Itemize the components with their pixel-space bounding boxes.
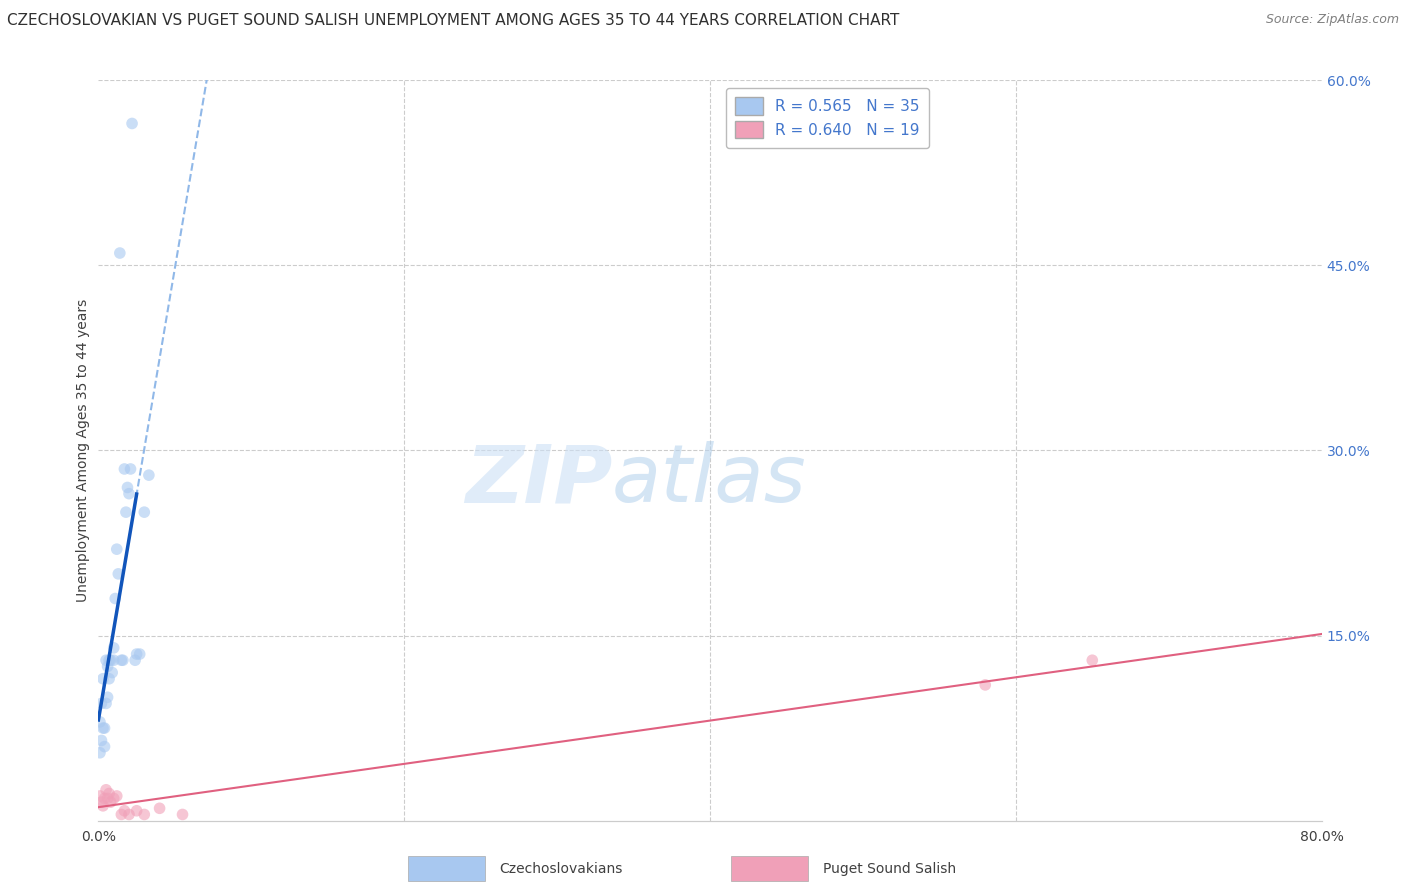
Point — [104, 591, 127, 606]
Point — [89, 789, 111, 803]
Point — [94, 697, 117, 711]
Point — [1081, 653, 1104, 667]
Point — [105, 789, 128, 803]
Point — [103, 653, 125, 667]
Point — [138, 468, 160, 483]
Point — [105, 542, 128, 557]
Point — [118, 807, 141, 822]
Point — [90, 697, 112, 711]
Point — [974, 678, 997, 692]
Point — [115, 505, 138, 519]
Point — [107, 566, 129, 581]
Point — [125, 804, 148, 818]
Point — [172, 807, 194, 822]
Point — [108, 246, 131, 260]
Point — [90, 795, 112, 809]
Point — [98, 787, 121, 801]
Point — [97, 659, 120, 673]
Point — [112, 462, 135, 476]
Point — [91, 721, 114, 735]
Point — [120, 462, 142, 476]
Point — [121, 116, 143, 130]
Point — [93, 721, 115, 735]
Point — [110, 807, 132, 822]
Point — [100, 653, 122, 667]
Text: Source: ZipAtlas.com: Source: ZipAtlas.com — [1265, 13, 1399, 27]
Point — [91, 798, 114, 813]
Point — [90, 733, 112, 747]
Point — [94, 782, 117, 797]
Point — [97, 791, 120, 805]
Point — [112, 804, 135, 818]
Point — [103, 640, 125, 655]
Point — [149, 801, 172, 815]
Point — [101, 665, 124, 680]
Point — [124, 653, 146, 667]
Text: CZECHOSLOVAKIAN VS PUGET SOUND SALISH UNEMPLOYMENT AMONG AGES 35 TO 44 YEARS COR: CZECHOSLOVAKIAN VS PUGET SOUND SALISH UN… — [7, 13, 900, 29]
Point — [100, 795, 122, 809]
Point — [118, 486, 141, 500]
Point — [134, 505, 156, 519]
Text: ZIP: ZIP — [465, 441, 612, 519]
Text: atlas: atlas — [612, 441, 807, 519]
Point — [98, 672, 121, 686]
Point — [110, 653, 132, 667]
Legend: R = 0.565   N = 35, R = 0.640   N = 19: R = 0.565 N = 35, R = 0.640 N = 19 — [725, 88, 929, 148]
Point — [94, 653, 117, 667]
Text: Czechoslovakians: Czechoslovakians — [499, 862, 623, 876]
Point — [97, 690, 120, 705]
Point — [89, 714, 111, 729]
Point — [89, 746, 111, 760]
Point — [93, 791, 115, 805]
Point — [134, 807, 156, 822]
Point — [125, 647, 148, 661]
Point — [111, 653, 134, 667]
Point — [103, 791, 125, 805]
Point — [98, 653, 121, 667]
Y-axis label: Unemployment Among Ages 35 to 44 years: Unemployment Among Ages 35 to 44 years — [76, 299, 90, 602]
Point — [117, 481, 139, 495]
Text: Puget Sound Salish: Puget Sound Salish — [823, 862, 956, 876]
Point — [128, 647, 150, 661]
Point — [91, 672, 114, 686]
Point — [93, 739, 115, 754]
